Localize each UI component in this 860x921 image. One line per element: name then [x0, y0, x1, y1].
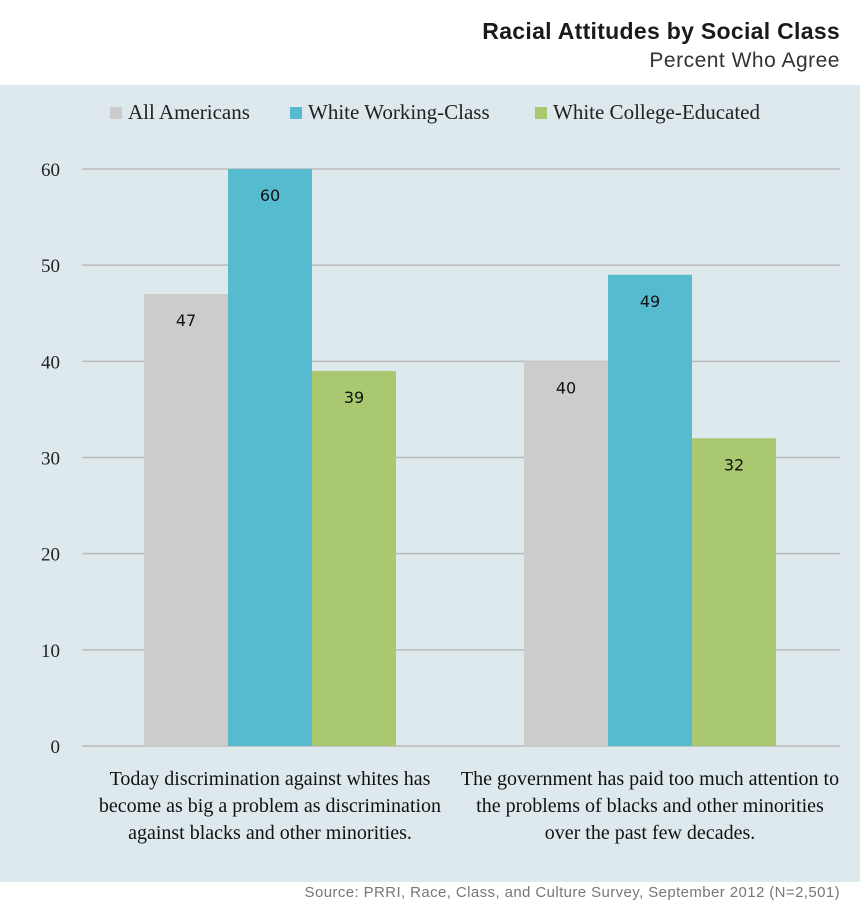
category-label-discrimination: Today discrimination against whites has … [98, 768, 442, 844]
legend-label-all-americans: All Americans [128, 100, 250, 124]
data-label: 40 [556, 378, 576, 397]
legend-label-white-working-class: White Working-Class [308, 100, 490, 124]
data-label: 47 [176, 311, 196, 330]
legend-label-white-college-educated: White College-Educated [553, 100, 760, 124]
category-label-government-attention: The government has paid too much attenti… [460, 768, 840, 844]
y-tick-label: 50 [41, 256, 60, 277]
legend-item-all-americans: All Americans [110, 100, 250, 125]
legend-swatch-white-working-class [290, 106, 302, 119]
legend-swatch-white-college-educated [535, 106, 547, 119]
bar [524, 361, 608, 746]
bar [144, 294, 228, 746]
data-label: 49 [640, 292, 660, 311]
legend-item-white-college-educated: White College-Educated [535, 100, 760, 125]
bar [228, 169, 312, 746]
bar [692, 438, 776, 746]
chart-title: Racial Attitudes by Social Class [482, 18, 840, 44]
bar [608, 274, 692, 746]
y-tick-label: 60 [41, 160, 60, 181]
data-label: 39 [344, 388, 364, 407]
data-label: 60 [260, 186, 280, 205]
data-label: 32 [724, 455, 744, 474]
source-note: Source: PRRI, Race, Class, and Culture S… [304, 884, 840, 901]
bar [312, 370, 396, 746]
legend-item-white-working-class: White Working-Class [290, 100, 490, 125]
legend-swatch-all-americans [110, 106, 122, 119]
chart-subtitle: Percent Who Agree [649, 49, 840, 72]
y-tick-label: 30 [41, 449, 60, 470]
y-tick-label: 40 [41, 352, 60, 373]
y-tick-label: 10 [41, 641, 60, 662]
y-tick-label: 0 [51, 737, 61, 758]
y-tick-label: 20 [41, 545, 60, 566]
